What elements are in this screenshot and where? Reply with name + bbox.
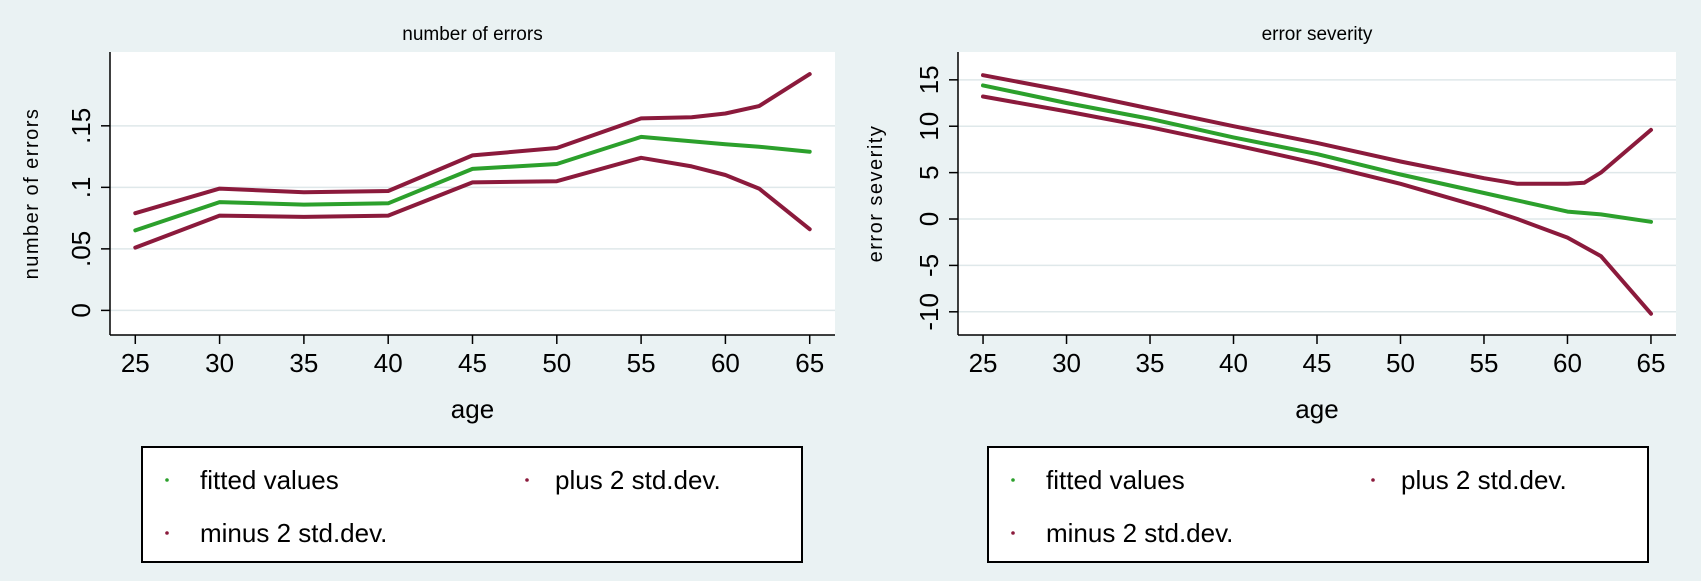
- x-tick-label: 50: [542, 348, 571, 378]
- x-tick-label: 45: [458, 348, 487, 378]
- x-tick-label: 55: [1470, 348, 1499, 378]
- y-tick-label: 0: [66, 303, 96, 317]
- series-line-plus-2-std-dev-: [981, 73, 1653, 186]
- x-tick-label: 30: [1052, 348, 1081, 378]
- series-line-fitted-values: [981, 83, 1653, 224]
- legend: fitted values plus 2 std.dev. minus 2 std.…: [987, 446, 1649, 563]
- x-tick-label: 25: [969, 348, 998, 378]
- y-tick-label: -5: [914, 254, 944, 277]
- legend-marker: [165, 478, 169, 482]
- x-tick-label: 65: [795, 348, 824, 378]
- x-tick-label: 30: [205, 348, 234, 378]
- legend-label: minus 2 std.dev.: [1046, 518, 1233, 548]
- legend-box: [987, 446, 1649, 563]
- y-tick-label: 0: [914, 212, 944, 226]
- legend-label: plus 2 std.dev.: [1401, 465, 1567, 495]
- legend-label: minus 2 std.dev.: [200, 518, 387, 548]
- legend-label: fitted values: [1046, 465, 1185, 495]
- series-line-minus-2-std-dev-: [133, 155, 812, 250]
- plot-area: [958, 52, 1676, 335]
- legend: fitted values plus 2 std.dev. minus 2 std.…: [141, 446, 803, 563]
- x-tick-label: 40: [1219, 348, 1248, 378]
- series-line-minus-2-std-dev-: [981, 94, 1653, 316]
- legend-marker: [1011, 531, 1015, 535]
- x-axis-label: age: [451, 394, 494, 424]
- y-axis-label: error severity: [865, 125, 887, 263]
- legend-label: plus 2 std.dev.: [555, 465, 721, 495]
- y-tick-label: 5: [914, 165, 944, 179]
- series-line-plus-2-std-dev-: [133, 72, 812, 216]
- legend-marker: [165, 531, 169, 535]
- legend-marker: [1011, 478, 1015, 482]
- x-tick-label: 45: [1303, 348, 1332, 378]
- x-tick-label: 25: [121, 348, 150, 378]
- y-axis-label: number of errors: [21, 108, 43, 280]
- y-tick-label: 15: [914, 65, 944, 94]
- x-tick-label: 65: [1636, 348, 1665, 378]
- x-axis-label: age: [1295, 394, 1338, 424]
- x-tick-label: 40: [374, 348, 403, 378]
- x-tick-label: 60: [711, 348, 740, 378]
- legend-box: [141, 446, 803, 563]
- y-tick-label: .1: [66, 177, 96, 199]
- legend-marker: [1371, 478, 1375, 482]
- x-tick-label: 60: [1553, 348, 1582, 378]
- y-tick-label: .05: [66, 231, 96, 267]
- legend-marker: [525, 478, 529, 482]
- x-tick-label: 50: [1386, 348, 1415, 378]
- legend-label: fitted values: [200, 465, 339, 495]
- x-tick-label: 35: [1136, 348, 1165, 378]
- x-tick-label: 55: [627, 348, 656, 378]
- y-tick-label: -10: [914, 293, 944, 331]
- y-tick-label: .15: [66, 108, 96, 144]
- series-line-fitted-values: [133, 134, 812, 233]
- y-tick-label: 10: [914, 112, 944, 141]
- chart-panel-1: 25 30 35 40 45 50 55 60 65 0 .05 .1 .15 number of err…: [21, 24, 835, 563]
- x-tick-label: 35: [289, 348, 318, 378]
- chart-title: number of errors: [402, 24, 542, 45]
- chart-title: error severity: [1262, 24, 1373, 45]
- chart-panel-2: 25 30 35 40 45 50 55 60 65 -10 -5 0 5 10 15 error sever…: [865, 24, 1676, 563]
- plot-area: [110, 52, 835, 335]
